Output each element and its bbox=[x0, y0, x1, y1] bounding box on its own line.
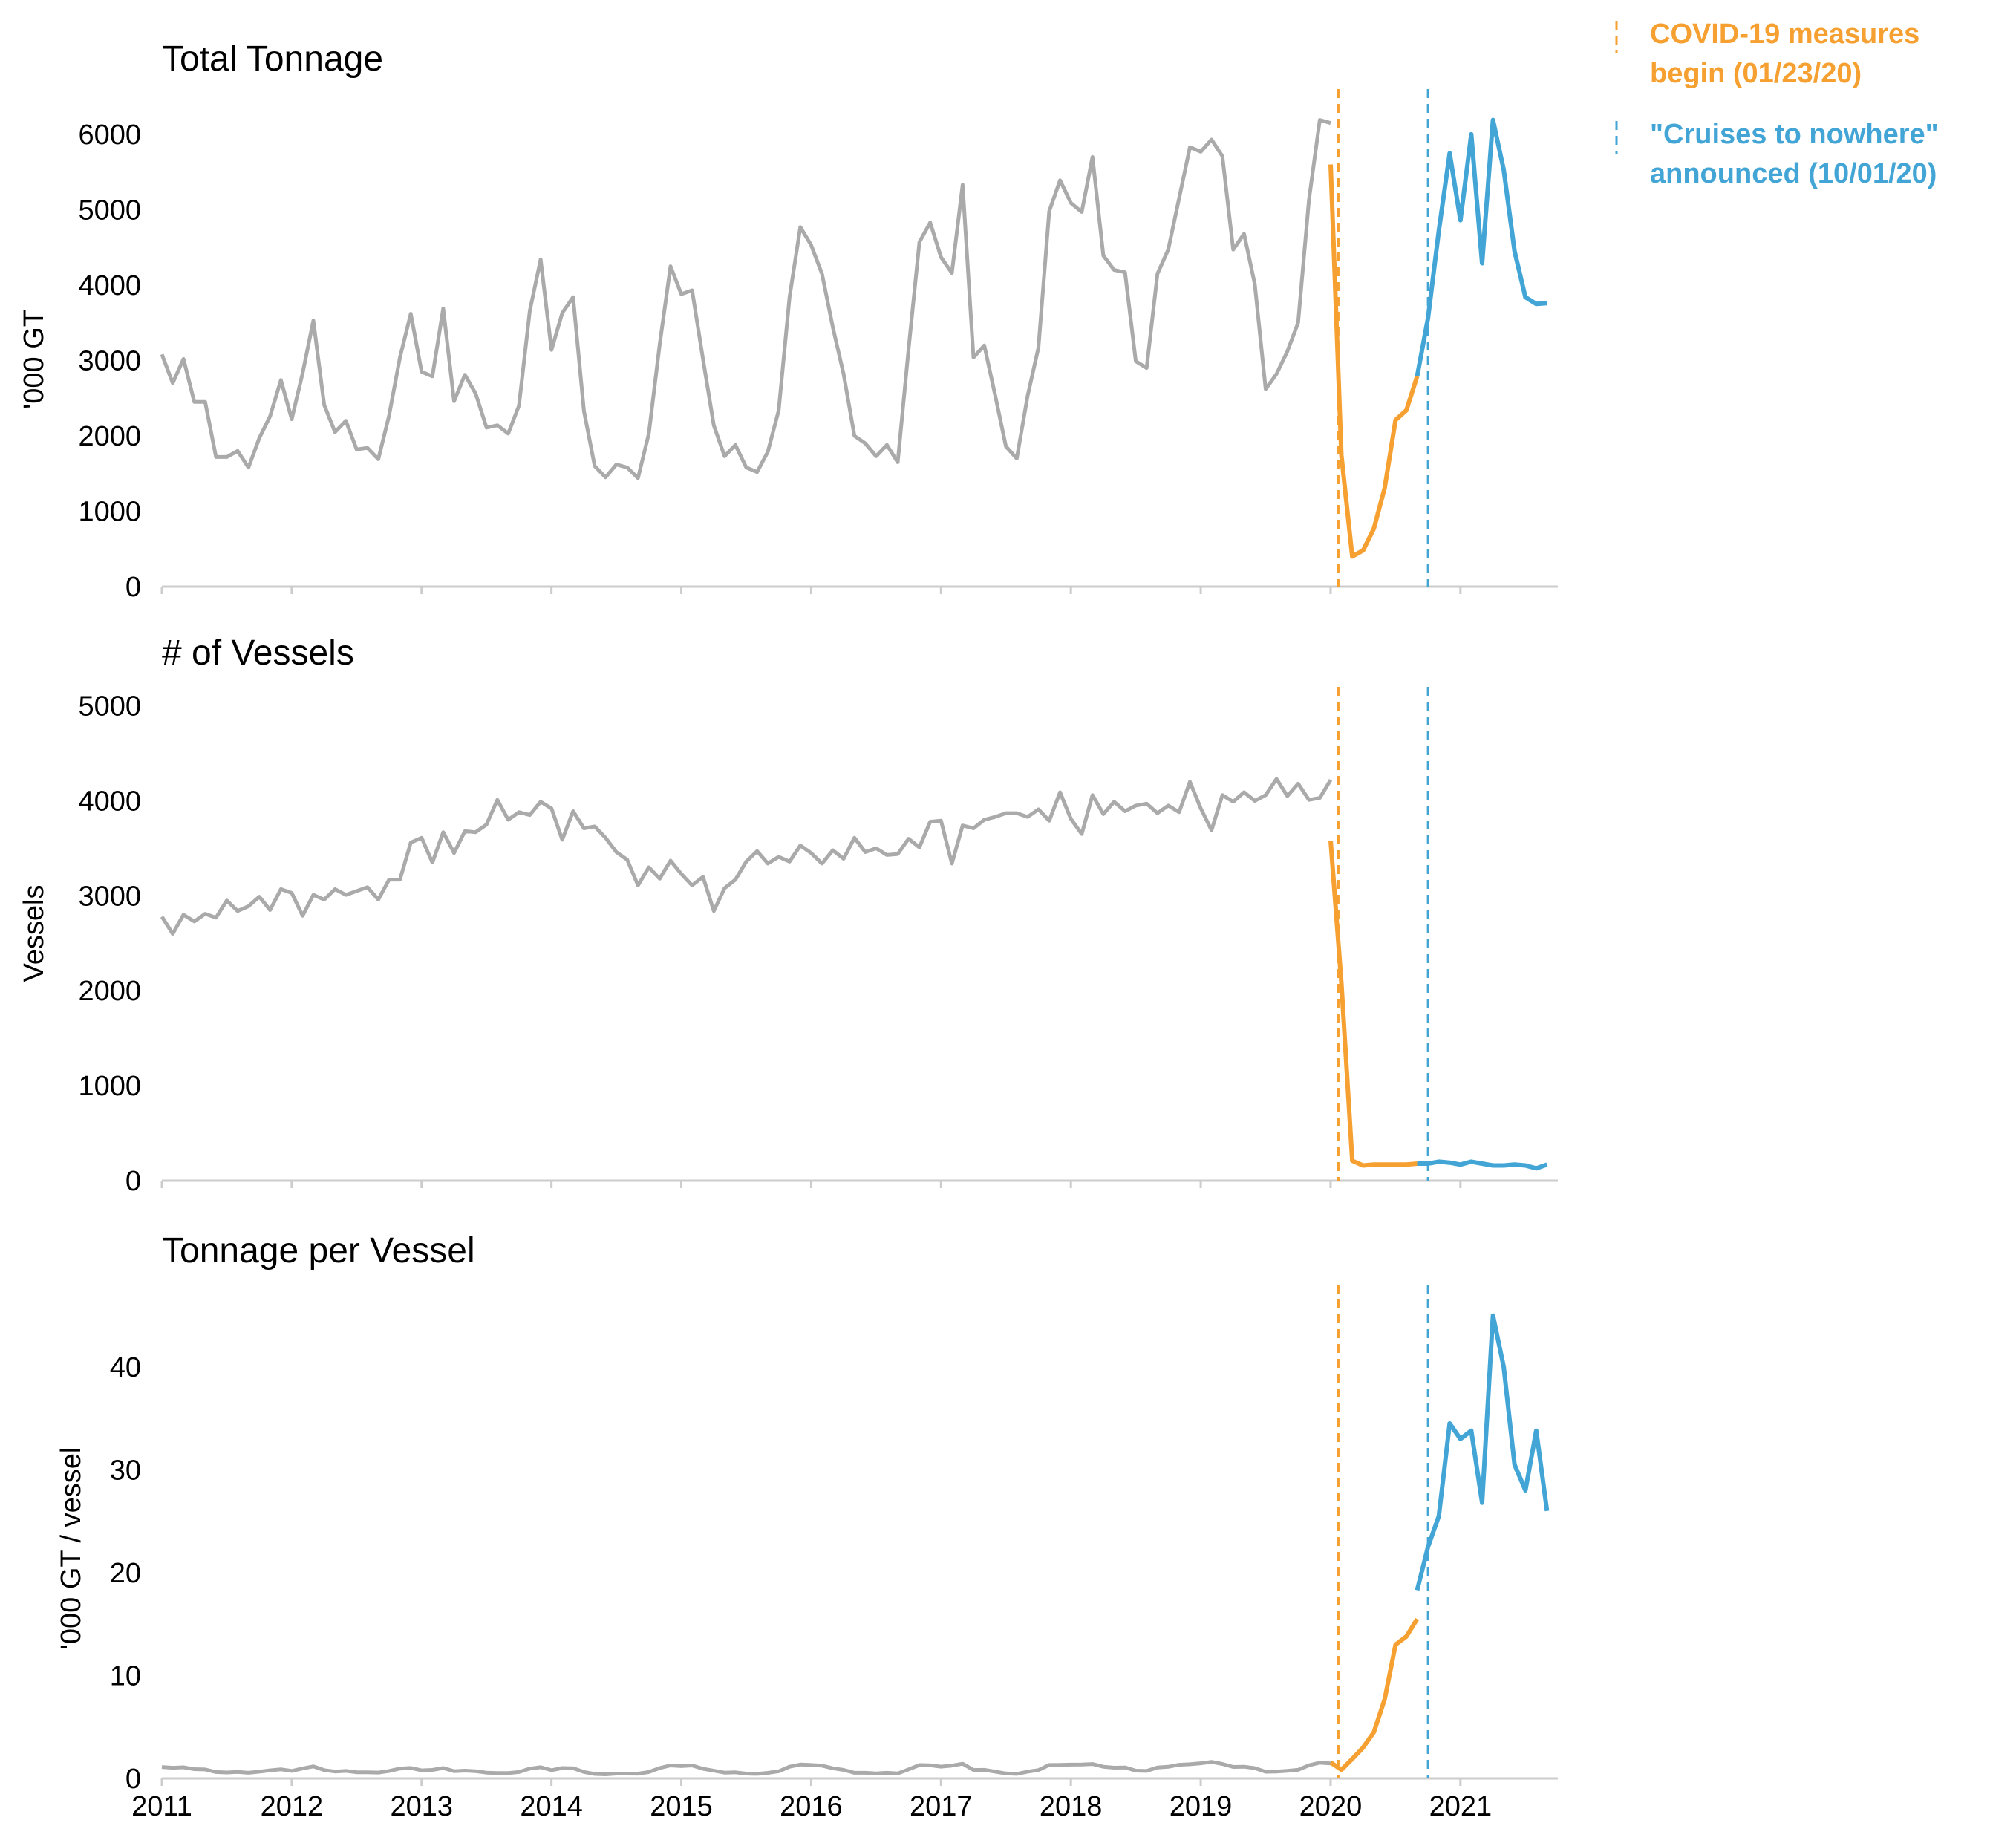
y-tick-label: 4000 bbox=[78, 786, 141, 817]
x-tick-label: 2017 bbox=[910, 1791, 973, 1822]
event-lines bbox=[1337, 89, 1429, 587]
cruise-period-line bbox=[1415, 117, 1547, 377]
legend-cruise-line2: announced (10/01/20) bbox=[1650, 158, 1937, 189]
x-ticks: 2011 2012 2013 2014 2015 2016 2017 2018 2019 2020… bbox=[131, 1778, 1492, 1822]
x-tick-label: 2018 bbox=[1040, 1791, 1103, 1822]
y-tick-label: 5000 bbox=[78, 691, 141, 723]
y-ticks: 0 10 20 30 40 bbox=[110, 1352, 141, 1795]
x-tick-label: 2014 bbox=[520, 1791, 583, 1822]
covid-period-line bbox=[1329, 1617, 1420, 1772]
series-lines bbox=[160, 117, 1547, 559]
y-tick-label: 2000 bbox=[78, 421, 141, 452]
y-tick-label: 6000 bbox=[78, 120, 141, 151]
y-tick-label: 4000 bbox=[78, 270, 141, 301]
x-tick-label: 2019 bbox=[1170, 1791, 1233, 1822]
y-tick-label: 1000 bbox=[78, 496, 141, 527]
pre-covid-line bbox=[161, 1760, 1331, 1776]
x-tick-label: 2015 bbox=[650, 1791, 713, 1822]
covid-period-line bbox=[1328, 840, 1418, 1168]
y-tick-label: 0 bbox=[125, 1764, 141, 1795]
y-tick-label: 2000 bbox=[78, 976, 141, 1007]
legend: COVID-19 measures begin (01/23/20) "Crui… bbox=[1615, 19, 1939, 189]
y-ticks: 0 1000 2000 3000 4000 5000 6000 bbox=[78, 120, 141, 603]
cruise-period-line bbox=[1417, 1159, 1548, 1171]
pre-covid-line bbox=[160, 118, 1331, 480]
x-tick-label: 2021 bbox=[1429, 1791, 1493, 1822]
y-tick-label: 40 bbox=[110, 1352, 141, 1383]
y-tick-label: 0 bbox=[125, 1166, 141, 1197]
x-ticks bbox=[160, 1181, 1462, 1188]
x-tick-label: 2013 bbox=[390, 1791, 453, 1822]
cruise-period-line bbox=[1415, 1313, 1550, 1591]
y-tick-label: 5000 bbox=[78, 195, 141, 226]
event-lines bbox=[1337, 1285, 1429, 1778]
y-tick-label: 1000 bbox=[78, 1071, 141, 1102]
panel-title: # of Vessels bbox=[162, 633, 354, 673]
y-axis-label: '000 GT bbox=[19, 310, 50, 409]
y-tick-label: 3000 bbox=[78, 345, 141, 376]
x-tick-label: 2016 bbox=[780, 1791, 843, 1822]
event-lines bbox=[1337, 687, 1429, 1181]
legend-covid-line2: begin (01/23/20) bbox=[1650, 58, 1862, 89]
series-lines bbox=[160, 777, 1548, 1171]
panel-vessels: # of Vessels Vessels 0 1000 2000 3000 4000 50… bbox=[19, 633, 1558, 1197]
y-tick-label: 3000 bbox=[78, 881, 141, 912]
x-tick-label: 2012 bbox=[261, 1791, 324, 1822]
y-axis-label: Vessels bbox=[19, 885, 50, 982]
series-lines bbox=[161, 1313, 1550, 1776]
x-tick-label: 2011 bbox=[131, 1791, 192, 1822]
covid-period-line bbox=[1328, 164, 1420, 559]
legend-covid-line1: COVID-19 measures bbox=[1650, 19, 1919, 50]
legend-cruise-line1: "Cruises to nowhere" bbox=[1650, 119, 1939, 150]
y-tick-label: 20 bbox=[110, 1558, 141, 1589]
x-ticks bbox=[160, 587, 1462, 594]
y-axis-label: '000 GT / vessel bbox=[56, 1447, 87, 1650]
pre-covid-line bbox=[160, 777, 1333, 936]
panel-total-tonnage: Total Tonnage '000 GT 0 1000 2000 3000 4000 5… bbox=[19, 39, 1558, 603]
y-tick-label: 10 bbox=[110, 1660, 141, 1692]
y-ticks: 0 1000 2000 3000 4000 5000 bbox=[78, 691, 141, 1197]
y-tick-label: 30 bbox=[110, 1455, 141, 1486]
panel-title: Tonnage per Vessel bbox=[162, 1231, 475, 1271]
panel-title: Total Tonnage bbox=[162, 39, 383, 79]
y-tick-label: 0 bbox=[125, 572, 141, 603]
panel-tonnage-per-vessel: Tonnage per Vessel '000 GT / vessel 0 10 2… bbox=[56, 1231, 1558, 1822]
x-tick-label: 2020 bbox=[1299, 1791, 1363, 1822]
